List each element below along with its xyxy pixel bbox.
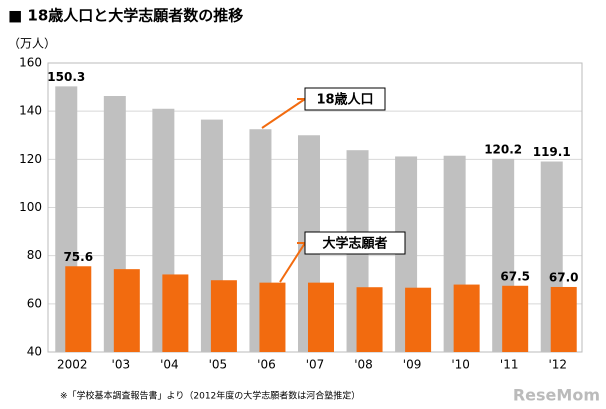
bar — [453, 284, 480, 352]
value-label: 67.0 — [549, 270, 579, 284]
value-label: 75.6 — [63, 250, 93, 264]
value-label: 120.2 — [484, 142, 522, 156]
legend-box — [304, 231, 406, 255]
y-tick-label: 40 — [27, 345, 42, 359]
bar — [210, 280, 237, 352]
y-tick-label: 80 — [27, 248, 42, 262]
value-label: 150.3 — [47, 70, 85, 84]
y-axis-label: （万人） — [8, 37, 56, 51]
y-tick-label: 60 — [27, 296, 42, 310]
bar — [550, 286, 577, 352]
x-tick-label: '08 — [354, 358, 373, 372]
x-tick-label: '06 — [257, 358, 276, 372]
callout-line — [279, 242, 306, 283]
x-tick-label: '11 — [500, 358, 519, 372]
bar — [113, 269, 140, 352]
x-tick-label: '09 — [403, 358, 422, 372]
bar — [308, 282, 334, 352]
y-tick-label: 140 — [19, 104, 42, 118]
callout-line — [261, 98, 306, 129]
bar — [405, 287, 432, 352]
chart-title: ■ 18歳人口と大学志願者数の推移 — [8, 7, 243, 25]
x-tick-label: '04 — [160, 358, 179, 372]
x-tick-label: 2002 — [57, 358, 88, 372]
bar — [259, 282, 286, 352]
y-tick-label: 120 — [19, 152, 42, 166]
bar — [502, 285, 529, 352]
bar — [65, 266, 92, 352]
bar — [356, 287, 383, 352]
x-tick-label: '03 — [112, 358, 131, 372]
legend-label: 大学志願者 — [322, 236, 387, 252]
bar — [162, 274, 189, 352]
legend-label: 18歳人口 — [316, 92, 373, 108]
footnote: ※「学校基本調査報告書」より（2012年度の大学志願者数は河合塾推定） — [60, 390, 360, 402]
value-label: 67.5 — [500, 269, 530, 283]
x-tick-label: '05 — [209, 358, 228, 372]
watermark: ReseMom — [513, 386, 600, 405]
y-tick-label: 160 — [19, 56, 42, 70]
x-tick-label: '07 — [306, 358, 325, 372]
y-tick-label: 100 — [19, 200, 42, 214]
value-label: 119.1 — [533, 145, 571, 159]
x-tick-label: '12 — [548, 358, 567, 372]
legend-box — [304, 87, 386, 111]
x-tick-label: '10 — [451, 358, 470, 372]
